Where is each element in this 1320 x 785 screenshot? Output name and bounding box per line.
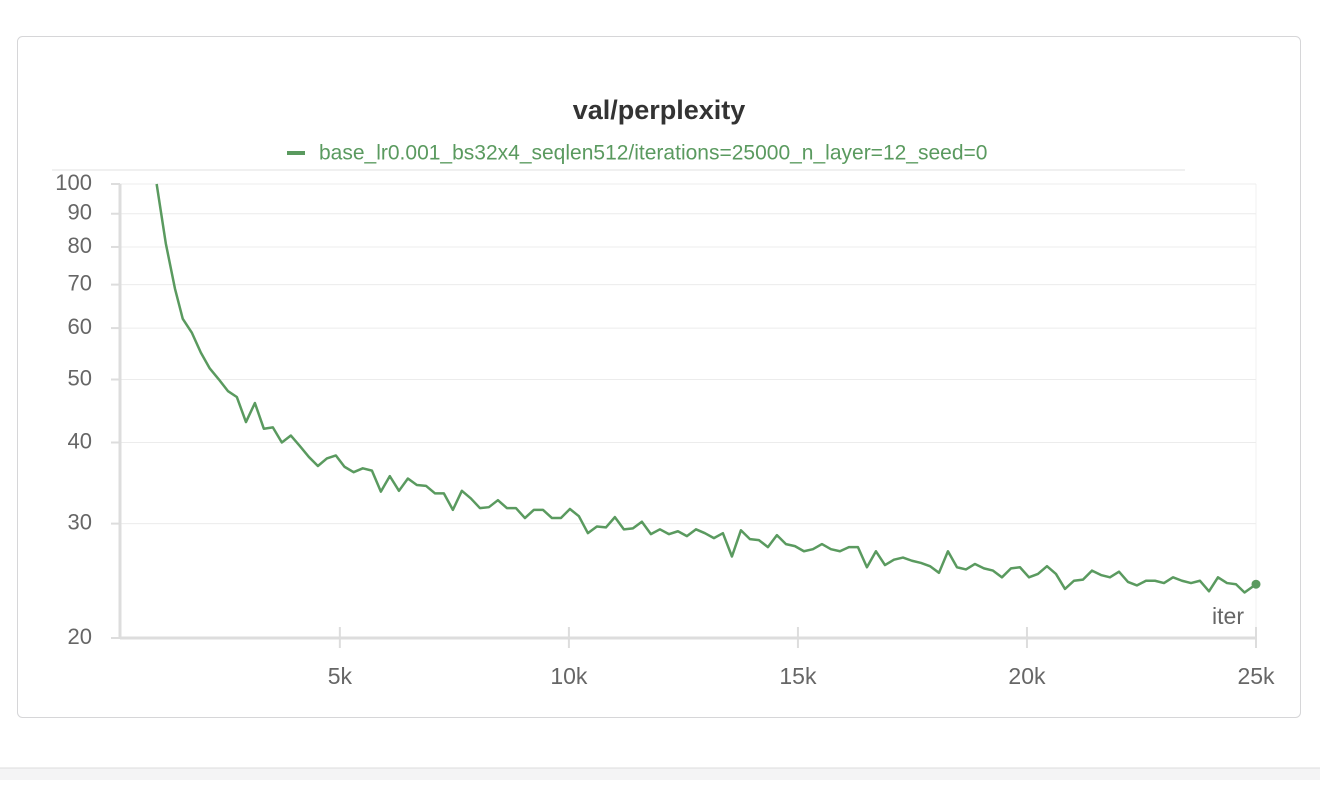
y-tick-label: 60 [68, 314, 92, 339]
footer-band [0, 768, 1320, 780]
panel [17, 36, 1301, 718]
legend-label: base_lr0.001_bs32x4_seqlen512/iterations… [319, 142, 987, 165]
x-tick-label: 15k [779, 663, 817, 689]
x-tick-label: 25k [1237, 663, 1275, 689]
x-axis-label: iter [1212, 603, 1244, 629]
end-point [1251, 579, 1261, 589]
x-tick-label: 20k [1008, 663, 1046, 689]
y-tick-label: 70 [68, 270, 92, 295]
y-tick-label: 50 [68, 365, 92, 390]
chart-title: val/perplexity [573, 95, 746, 125]
line [155, 183, 1257, 594]
x-tick-label: 5k [328, 663, 353, 689]
y-tick-label: 90 [68, 200, 92, 225]
y-tick-label: 80 [68, 233, 92, 258]
y-tick-label: 30 [68, 509, 92, 534]
y-tick-label: 40 [68, 428, 92, 453]
x-tick-label: 10k [550, 663, 588, 689]
y-tick-label: 100 [55, 170, 92, 195]
y-tick-label: 20 [68, 624, 92, 649]
